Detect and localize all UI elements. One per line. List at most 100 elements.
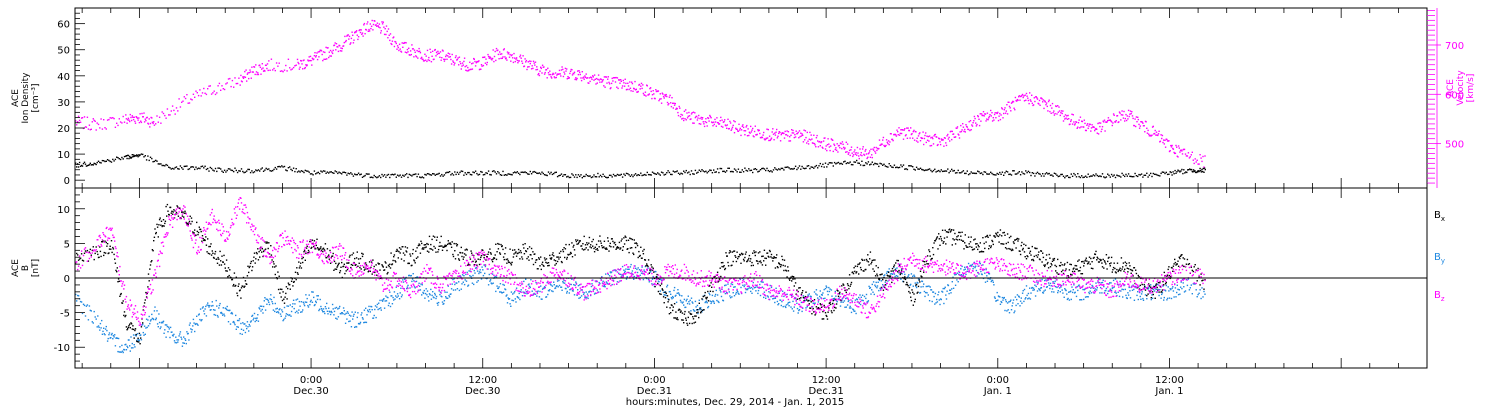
by-point (186, 331, 188, 333)
bx-point (137, 337, 139, 339)
velocity-point (783, 137, 786, 139)
velocity-point (1097, 133, 1100, 135)
bx-point (124, 315, 126, 318)
velocity-point (731, 126, 734, 128)
density-point (213, 170, 215, 172)
bx-point (99, 250, 102, 253)
velocity-point (226, 82, 228, 84)
density-point (1144, 174, 1147, 176)
velocity-point (685, 109, 687, 111)
bx-point (323, 248, 325, 251)
by-point (1114, 291, 1116, 293)
by-point (612, 279, 615, 281)
velocity-point (647, 94, 650, 96)
velocity-point (378, 23, 381, 25)
by-point (954, 274, 956, 276)
density-point (478, 173, 481, 176)
bx-point (352, 252, 355, 254)
velocity-point (161, 111, 163, 113)
density-point (432, 173, 434, 175)
by-point (829, 288, 831, 290)
velocity-point (1107, 119, 1109, 122)
velocity-point (742, 124, 744, 126)
velocity-point (545, 69, 548, 71)
density-point (217, 167, 219, 169)
by-point (150, 319, 152, 321)
by-point (151, 313, 153, 316)
density-point (958, 172, 961, 174)
velocity-point (840, 143, 842, 145)
density-point (722, 170, 724, 173)
by-point (514, 298, 516, 300)
by-point (923, 283, 925, 285)
by-point (1097, 278, 1100, 280)
velocity-point (768, 135, 771, 137)
by-point (1171, 287, 1173, 290)
by-point (325, 307, 327, 310)
by-point (296, 310, 298, 312)
velocity-point (644, 94, 646, 96)
bx-point (503, 258, 505, 261)
velocity-point (523, 65, 526, 67)
by-point (580, 295, 583, 297)
density-point (619, 174, 621, 176)
velocity-point (437, 50, 439, 53)
velocity-point (514, 57, 516, 59)
by-point (886, 270, 888, 273)
density-point (508, 173, 511, 175)
velocity-point (1063, 115, 1065, 118)
by-point (408, 274, 410, 277)
velocity-point (980, 120, 982, 122)
by-point (192, 325, 194, 327)
density-point (585, 173, 587, 176)
by-point (847, 300, 849, 303)
by-point (203, 313, 206, 315)
velocity-point (1036, 98, 1039, 100)
velocity-point (434, 48, 436, 51)
bx-point (413, 259, 415, 261)
density-point (194, 168, 196, 171)
by-point (137, 338, 139, 341)
velocity-point (810, 134, 812, 136)
bx-point (140, 337, 142, 339)
velocity-point (424, 59, 427, 61)
bx-point (156, 223, 158, 226)
by-point (388, 302, 390, 304)
bx-point (326, 256, 328, 259)
density-point (987, 173, 989, 175)
by-point (817, 301, 820, 303)
density-point (257, 169, 260, 171)
bx-point (482, 249, 484, 252)
by-point (784, 305, 786, 308)
bx-point (363, 269, 366, 271)
velocity-point (710, 117, 712, 119)
velocity-point (328, 51, 330, 53)
velocity-point (1039, 104, 1041, 106)
by-point (147, 319, 149, 321)
density-point (988, 173, 991, 175)
density-point (277, 166, 279, 168)
density-point (481, 171, 483, 173)
velocity-point (842, 143, 844, 145)
velocity-point (952, 133, 955, 135)
by-point (1058, 287, 1061, 289)
velocity-point (867, 156, 869, 158)
by-point (396, 293, 399, 295)
by-point (951, 281, 953, 283)
velocity-point (819, 140, 821, 143)
velocity-point (984, 113, 987, 115)
by-point (520, 289, 522, 291)
velocity-point (672, 107, 674, 109)
by-point (915, 286, 918, 289)
velocity-point (380, 32, 382, 34)
bx-point (235, 284, 237, 287)
by-point (88, 305, 91, 307)
density-point (1165, 171, 1167, 174)
velocity-point (582, 77, 584, 79)
bx-point (357, 258, 360, 260)
velocity-point (629, 87, 632, 89)
velocity-point (191, 99, 193, 101)
velocity-point (620, 80, 622, 82)
by-point (662, 291, 665, 294)
by-point (901, 273, 903, 275)
